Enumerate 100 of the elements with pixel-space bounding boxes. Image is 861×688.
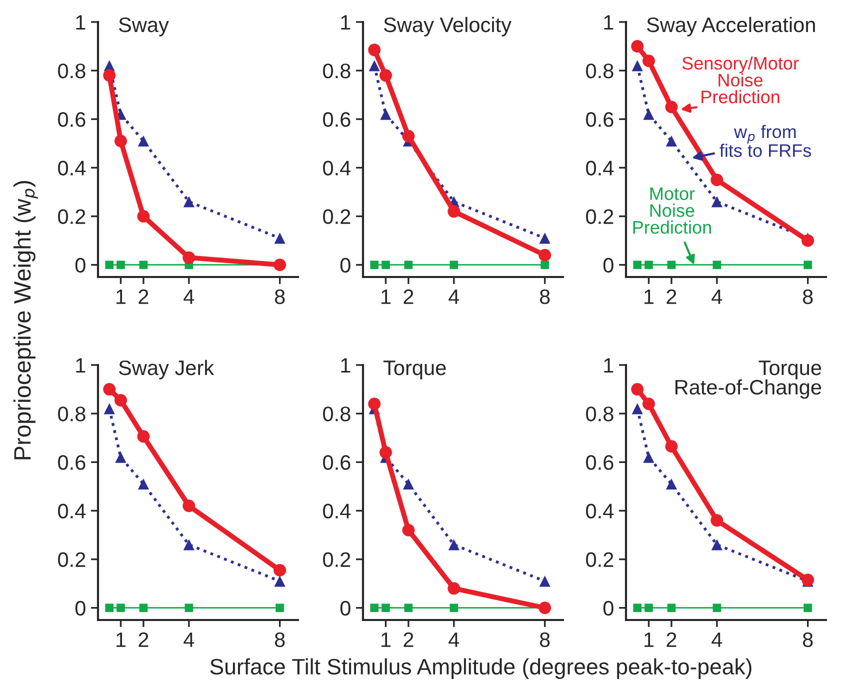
- y-tick-label: 0: [340, 600, 350, 616]
- point: [380, 108, 392, 120]
- x-tick-label: 2: [138, 632, 148, 647]
- chart-title: Torque: [383, 360, 446, 380]
- y-tick-label: 0.8: [323, 406, 350, 422]
- point: [370, 604, 379, 612]
- y-tick-label: 0: [75, 258, 86, 273]
- y-tick-label: 0.4: [323, 504, 351, 518]
- x-tick-label: 4: [184, 290, 194, 304]
- y-tick-label: 0.6: [323, 455, 350, 470]
- x-tick-label: 8: [540, 632, 550, 648]
- y-tick-label: 0.2: [586, 552, 614, 568]
- chart-title: Sway Acceleration: [646, 16, 815, 36]
- y-tick-label: 0.2: [323, 552, 350, 568]
- point: [632, 60, 643, 72]
- point: [137, 210, 150, 223]
- point: [667, 260, 676, 270]
- point: [642, 398, 655, 410]
- point: [368, 60, 380, 72]
- point: [138, 135, 150, 147]
- point: [448, 205, 460, 218]
- y-tick-label: 0.2: [58, 209, 86, 224]
- y-tick-label: 0.6: [58, 455, 86, 470]
- point: [103, 69, 116, 82]
- point: [633, 260, 642, 270]
- point: [402, 130, 415, 142]
- point: [104, 403, 115, 414]
- point: [665, 100, 678, 114]
- y-tick-label: 0.8: [586, 406, 614, 422]
- point: [274, 232, 286, 244]
- y-tick-label: 0: [603, 258, 614, 273]
- point: [665, 440, 678, 453]
- point: [711, 196, 722, 208]
- y-axis-title: Proprioceptive Weight (w$_{p}$): [13, 180, 38, 460]
- x-tick-label: 1: [116, 290, 126, 304]
- point: [539, 576, 550, 587]
- point: [105, 604, 114, 612]
- point: [712, 260, 722, 270]
- point: [276, 604, 284, 612]
- y-tick-label: 0: [340, 258, 350, 273]
- y-tick-label: 0.4: [58, 160, 86, 176]
- y-tick-label: 0.2: [586, 209, 614, 224]
- x-tick-label: 2: [666, 289, 676, 304]
- point: [137, 430, 150, 443]
- point: [274, 576, 286, 587]
- point: [368, 398, 381, 410]
- point: [632, 403, 643, 414]
- y-tick-label: 1: [604, 358, 614, 373]
- y-tick-label: 0: [75, 600, 86, 616]
- point: [114, 134, 127, 148]
- x-tick-label: 2: [404, 289, 414, 304]
- x-tick-label: 1: [116, 632, 126, 647]
- point: [666, 135, 678, 147]
- y-tick-label: 0.6: [586, 112, 614, 127]
- point: [382, 604, 390, 612]
- point: [711, 539, 722, 550]
- point: [103, 383, 116, 396]
- point: [712, 604, 722, 612]
- point: [710, 514, 724, 527]
- point: [138, 478, 150, 490]
- point: [404, 604, 413, 612]
- point: [631, 383, 644, 396]
- y-tick-label: 0.4: [58, 504, 86, 518]
- point: [540, 260, 549, 270]
- point: [538, 248, 552, 262]
- point: [448, 582, 460, 595]
- point: [802, 234, 814, 247]
- point: [643, 452, 654, 463]
- point: [114, 394, 127, 406]
- point: [116, 260, 125, 270]
- x-tick-label: 4: [712, 632, 722, 647]
- point: [379, 446, 392, 459]
- y-tick-label: 0.8: [323, 64, 350, 78]
- x-tick-label: 8: [802, 632, 813, 648]
- y-tick-label: 0: [603, 600, 614, 616]
- chart-title: Torque Rate-of-Change: [675, 360, 822, 399]
- y-tick-label: 0.6: [586, 455, 614, 470]
- point: [539, 232, 550, 244]
- point: [402, 524, 415, 536]
- point: [448, 539, 460, 550]
- chart-title: Sway Jerk: [118, 360, 214, 380]
- point: [379, 69, 392, 82]
- point: [450, 604, 458, 612]
- x-tick-label: 1: [644, 632, 654, 647]
- point: [402, 478, 414, 490]
- x-axis-title: Surface Tilt Stimulus Amplitude (degrees peak-to-peak): [210, 658, 752, 679]
- point: [644, 604, 653, 612]
- x-tick-label: 4: [448, 290, 460, 304]
- point: [643, 108, 654, 120]
- point: [538, 602, 552, 614]
- x-tick-label: 4: [448, 632, 460, 647]
- x-tick-label: 2: [666, 632, 676, 647]
- point: [710, 174, 724, 186]
- point: [183, 196, 194, 208]
- point: [182, 500, 196, 512]
- y-tick-label: 1: [341, 15, 350, 30]
- point: [633, 604, 642, 612]
- y-tick-label: 0.2: [323, 209, 350, 224]
- y-tick-label: 0.4: [586, 160, 614, 176]
- annotation: w$_{p}$ from fits to FRFs: [720, 124, 812, 157]
